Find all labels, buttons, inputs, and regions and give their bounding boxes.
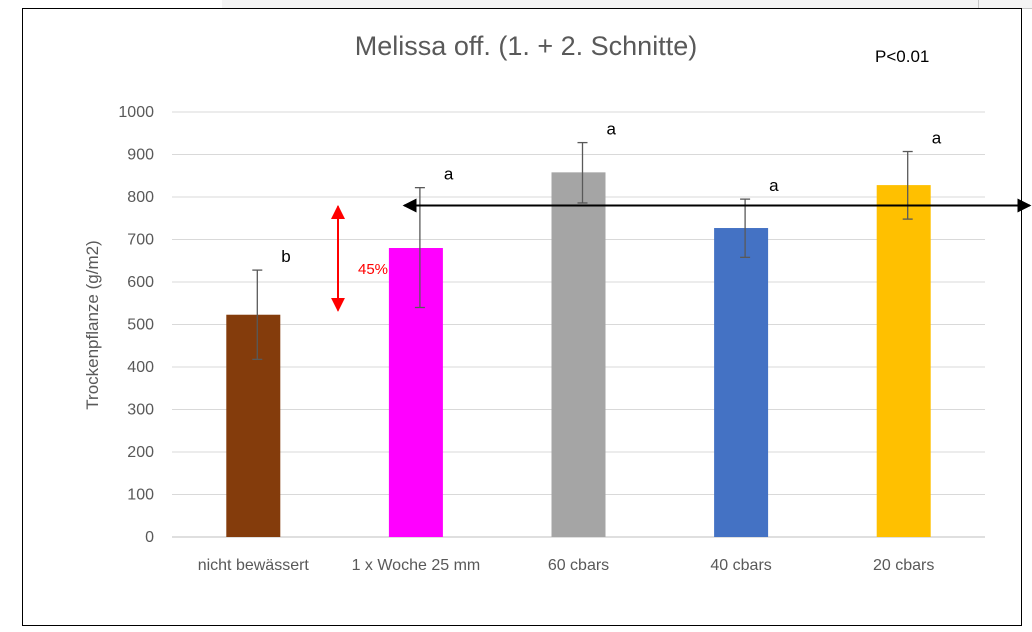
y-tick-label: 700 [127,232,154,249]
x-axis-ticks: nicht bewässert 1 x Woche 25 mm 60 cbars 40… [198,557,935,574]
x-tick-label: 20 cbars [873,557,934,574]
y-tick-label: 1000 [118,104,154,121]
y-axis-title: Trockenpflanze (g/m2) [83,240,102,409]
x-tick-label: nicht bewässert [198,557,310,574]
chart-frame [22,8,1022,626]
significance-letter: a [444,165,454,184]
bar [226,314,281,537]
bar [551,172,606,537]
y-axis-ticks: 0 100 200 300 400 500 600 700 800 900 1000 [118,104,154,546]
y-tick-label: 600 [127,274,154,291]
x-tick-label: 40 cbars [710,557,771,574]
p-value-label: P<0.01 [875,47,929,66]
annotations [331,198,1032,312]
y-tick-label: 200 [127,444,154,461]
significance-labels: b a a a a [281,120,941,267]
y-tick-label: 900 [127,147,154,164]
y-tick-label: 800 [127,189,154,206]
x-tick-label: 60 cbars [548,557,609,574]
y-tick-label: 0 [145,529,154,546]
bar [388,248,443,537]
difference-percent-label: 45% [358,261,388,278]
bar [876,185,931,537]
window-top-strip-divider [978,0,979,9]
x-tick-label: 1 x Woche 25 mm [352,557,481,574]
y-tick-label: 400 [127,359,154,376]
significance-letter: b [281,247,290,266]
bar [714,228,769,537]
chart-title: Melissa off. (1. + 2. Schnitte) [355,31,697,61]
y-tick-label: 300 [127,402,154,419]
y-tick-label: 100 [127,487,154,504]
y-tick-label: 500 [127,317,154,334]
significance-letter: a [769,176,779,195]
bars [226,172,931,537]
significance-letter: a [607,120,617,139]
significance-letter: a [932,129,942,148]
